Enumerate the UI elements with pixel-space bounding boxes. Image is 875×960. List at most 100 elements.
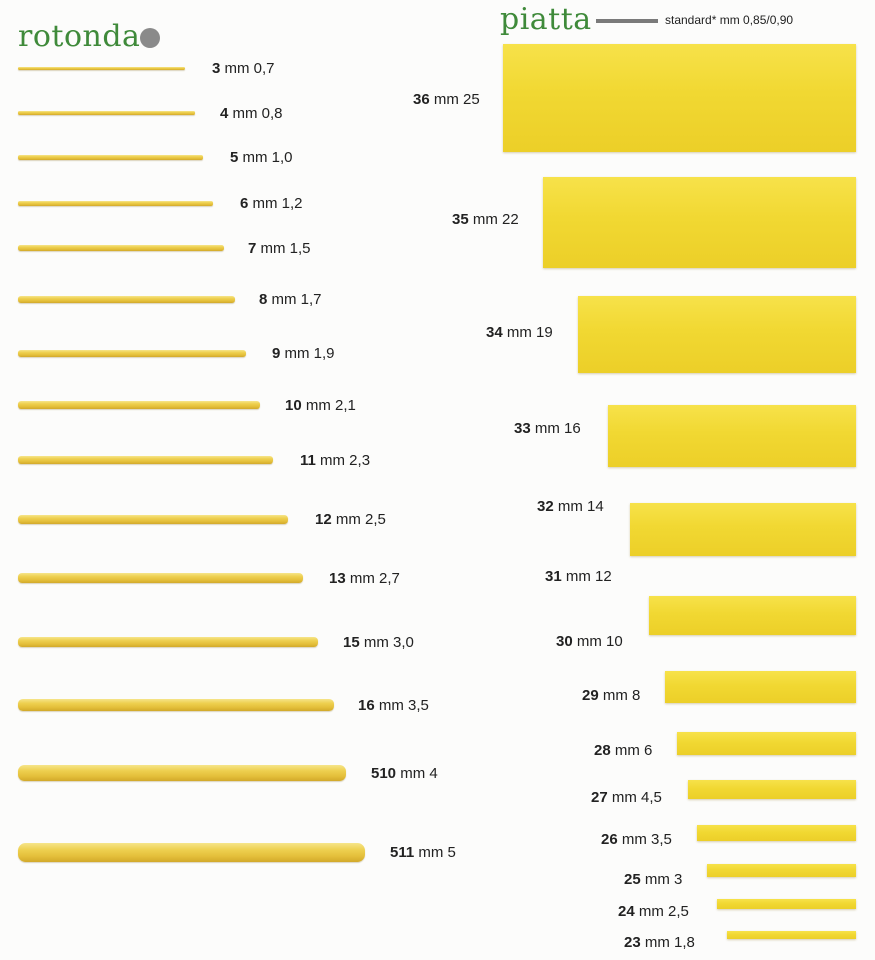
rotonda-code-8: 8 [259,291,268,308]
rotonda-size-13: mm 2,7 [345,570,400,587]
rotonda-label-11: 11 mm 2,3 [300,453,370,468]
standard-thickness-label: standard* mm 0,85/0,90 [665,13,794,27]
rotonda-code-3: 3 [212,60,221,77]
rotonda-label-9: 9 mm 1,9 [272,346,335,361]
piatta-strip-25 [707,864,856,877]
piatta-code-25: 25 [624,871,641,888]
rotonda-size-9: mm 1,9 [280,345,335,362]
piatta-strip-35 [543,177,856,268]
piatta-code-34: 34 [486,324,503,341]
piatta-strip-32 [630,503,856,556]
rotonda-size-5: mm 1,0 [238,149,293,166]
rotonda-size-4: mm 0,8 [228,105,283,122]
rotonda-strand-5 [18,154,203,160]
piatta-size-26: mm 3,5 [617,831,672,848]
rotonda-size-6: mm 1,2 [248,195,303,212]
rotonda-label-10: 10 mm 2,1 [285,398,356,413]
piatta-title: piatta [500,2,592,37]
piatta-label-29: 29 mm 8 [582,688,640,703]
piatta-label-23: 23 mm 1,8 [624,935,695,950]
rotonda-label-6: 6 mm 1,2 [240,196,303,211]
rotonda-label-5: 5 mm 1,0 [230,150,293,165]
piatta-strip-36 [503,44,856,152]
piatta-size-27: mm 4,5 [607,789,662,806]
piatta-label-26: 26 mm 3,5 [601,832,672,847]
rotonda-size-10: mm 2,1 [301,397,356,414]
piatta-label-24: 24 mm 2,5 [618,904,689,919]
piatta-size-25: mm 3 [640,871,683,888]
rotonda-code-7: 7 [248,240,257,257]
rotonda-code-9: 9 [272,345,281,362]
rotonda-code-6: 6 [240,195,249,212]
piatta-label-32: 32 mm 14 [537,499,604,514]
piatta-label-27: 27 mm 4,5 [591,790,662,805]
rotonda-label-4: 4 mm 0,8 [220,106,283,121]
piatta-size-35: mm 22 [468,211,519,228]
rotonda-label-13: 13 mm 2,7 [329,571,400,586]
rotonda-size-12: mm 2,5 [331,511,386,528]
rotonda-label-510: 510 mm 4 [371,766,438,781]
rotonda-label-3: 3 mm 0,7 [212,61,275,76]
rotonda-code-10: 10 [285,397,302,414]
rotonda-strand-16 [18,699,334,711]
piatta-strip-24 [717,899,856,909]
rotonda-title: rotonda [18,19,141,54]
piatta-label-33: 33 mm 16 [514,421,581,436]
piatta-label-36: 36 mm 25 [413,92,480,107]
rotonda-strand-7 [18,245,224,251]
rotonda-code-13: 13 [329,570,346,587]
piatta-size-36: mm 25 [429,91,480,108]
rotonda-strand-10 [18,401,260,409]
rotonda-code-511: 511 [390,844,415,861]
rotonda-size-15: mm 3,0 [359,634,414,651]
piatta-code-23: 23 [624,934,641,951]
piatta-strip-23 [727,931,856,939]
piatta-code-29: 29 [582,687,599,704]
piatta-code-30: 30 [556,633,573,650]
rotonda-strand-4 [18,111,195,115]
piatta-strip-33 [608,405,856,467]
piatta-strip-30 [649,596,856,635]
piatta-strip-28 [677,732,856,755]
rotonda-code-12: 12 [315,511,332,528]
piatta-strip-29 [665,671,856,703]
piatta-size-23: mm 1,8 [640,934,695,951]
rotonda-size-510: mm 4 [396,765,438,782]
piatta-code-35: 35 [452,211,469,228]
piatta-code-31: 31 [545,568,562,585]
rotonda-size-16: mm 3,5 [374,697,429,714]
round-shape-icon [140,28,160,48]
rotonda-strand-510 [18,765,346,781]
piatta-code-27: 27 [591,789,608,806]
rotonda-strand-8 [18,295,235,303]
rotonda-label-7: 7 mm 1,5 [248,241,311,256]
piatta-size-28: mm 6 [610,742,653,759]
piatta-label-30: 30 mm 10 [556,634,623,649]
rotonda-strand-3 [18,66,185,70]
rotonda-size-8: mm 1,7 [267,291,322,308]
rotonda-code-11: 11 [300,452,316,469]
rotonda-label-8: 8 mm 1,7 [259,292,322,307]
rotonda-label-16: 16 mm 3,5 [358,698,429,713]
piatta-strip-26 [697,825,856,841]
rotonda-label-15: 15 mm 3,0 [343,635,414,650]
rotonda-code-5: 5 [230,149,239,166]
piatta-code-32: 32 [537,498,554,515]
piatta-size-32: mm 14 [553,498,604,515]
piatta-size-33: mm 16 [530,420,581,437]
rotonda-code-16: 16 [358,697,375,714]
piatta-code-26: 26 [601,831,618,848]
rotonda-strand-15 [18,637,318,647]
rotonda-size-3: mm 0,7 [220,60,275,77]
piatta-code-36: 36 [413,91,430,108]
rotonda-strand-9 [18,349,246,357]
rotonda-strand-6 [18,200,213,206]
piatta-strip-34 [578,296,856,373]
piatta-size-31: mm 12 [561,568,612,585]
piatta-size-30: mm 10 [572,633,623,650]
rotonda-label-12: 12 mm 2,5 [315,512,386,527]
rotonda-code-4: 4 [220,105,229,122]
piatta-code-24: 24 [618,903,635,920]
piatta-label-25: 25 mm 3 [624,872,682,887]
piatta-code-28: 28 [594,742,611,759]
